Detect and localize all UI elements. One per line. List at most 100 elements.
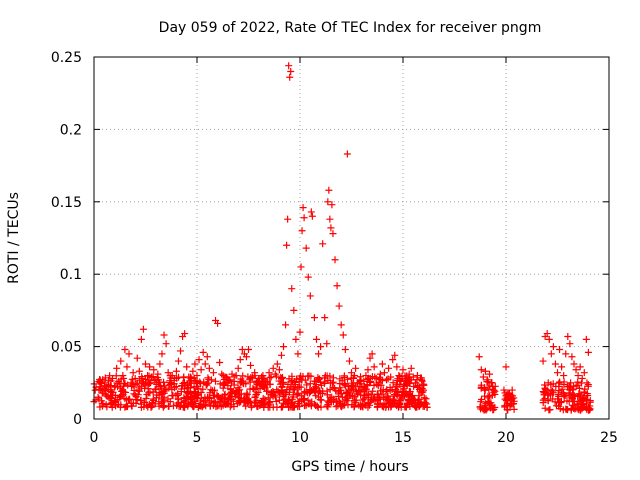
band-point [206,394,214,402]
x-tick-label: 20 [497,430,515,446]
band-point [576,384,584,392]
y-tick-label: 0.2 [60,122,82,138]
band-point [251,398,259,406]
band-point [576,391,584,399]
band-point [137,396,145,404]
data-point [98,389,106,397]
data-point [582,335,590,343]
band-point [269,403,277,411]
band-point [314,374,322,382]
band-point [328,393,336,401]
data-point [203,353,211,361]
band-point [306,380,314,388]
band-point [317,403,325,411]
band-point [552,402,560,410]
band-point [378,377,386,385]
data-point [160,331,168,339]
data-point [102,392,110,400]
data-point [321,314,329,322]
data-point [325,186,333,194]
data-point [348,369,355,377]
band-point [95,395,103,403]
band-point [149,395,157,403]
band-point [567,384,575,392]
data-points [90,62,594,414]
data-point [191,360,199,368]
band-point [485,399,493,407]
band-point [365,394,373,402]
band-point [573,401,581,409]
data-point [207,376,215,384]
data-point [401,374,409,382]
band-point [173,401,181,409]
band-point [418,377,426,385]
data-point [366,354,374,362]
band-point [481,386,489,394]
band-point [277,373,285,381]
band-point [279,378,287,386]
data-point [362,372,370,380]
data-point [265,369,273,377]
band-point [326,386,334,394]
data-point [292,335,300,343]
data-point [209,369,217,377]
band-point [549,387,557,395]
band-point [91,386,99,394]
y-tick-label: 0.15 [51,195,82,211]
data-point [395,372,403,380]
data-point [486,370,494,378]
data-point [166,379,174,387]
band-point [574,378,582,386]
data-point [572,366,580,374]
band-point [559,406,567,414]
data-point [506,393,514,401]
band-point [303,381,311,389]
data-point [409,373,417,381]
band-point [197,394,205,402]
data-point [100,385,108,393]
data-point [218,370,226,378]
data-point [158,350,166,358]
x-tick-label: 25 [600,430,618,446]
band-point [361,392,369,400]
data-point [556,345,564,353]
band-point [290,386,298,394]
band-point [138,373,146,381]
data-point [286,73,294,81]
band-point [266,374,274,382]
band-point [306,389,314,397]
data-point [273,360,281,368]
band-point [302,401,310,409]
data-point [354,379,362,387]
data-point [341,345,349,353]
band-point [194,383,202,391]
band-point [112,398,120,406]
data-point [300,214,308,222]
data-point [189,367,197,375]
x-tick-label: 10 [291,430,309,446]
band-point [539,396,547,404]
band-point [267,389,275,397]
band-point [151,400,159,408]
data-point [584,348,592,356]
data-point [407,364,415,372]
data-point [547,350,555,358]
data-point [339,331,347,339]
band-point [269,392,277,400]
data-point [477,366,485,374]
band-point [422,395,430,403]
band-point [233,391,241,399]
data-point [327,224,335,232]
band-point [545,406,553,414]
band-point [396,373,404,381]
data-point [545,335,553,343]
band-point [233,400,241,408]
data-point [568,353,576,361]
band-point [242,380,250,388]
band-point [357,401,365,409]
data-point [245,345,252,353]
data-point [475,353,483,361]
band-point [144,381,152,389]
band-point [159,398,167,406]
data-point [164,369,172,377]
